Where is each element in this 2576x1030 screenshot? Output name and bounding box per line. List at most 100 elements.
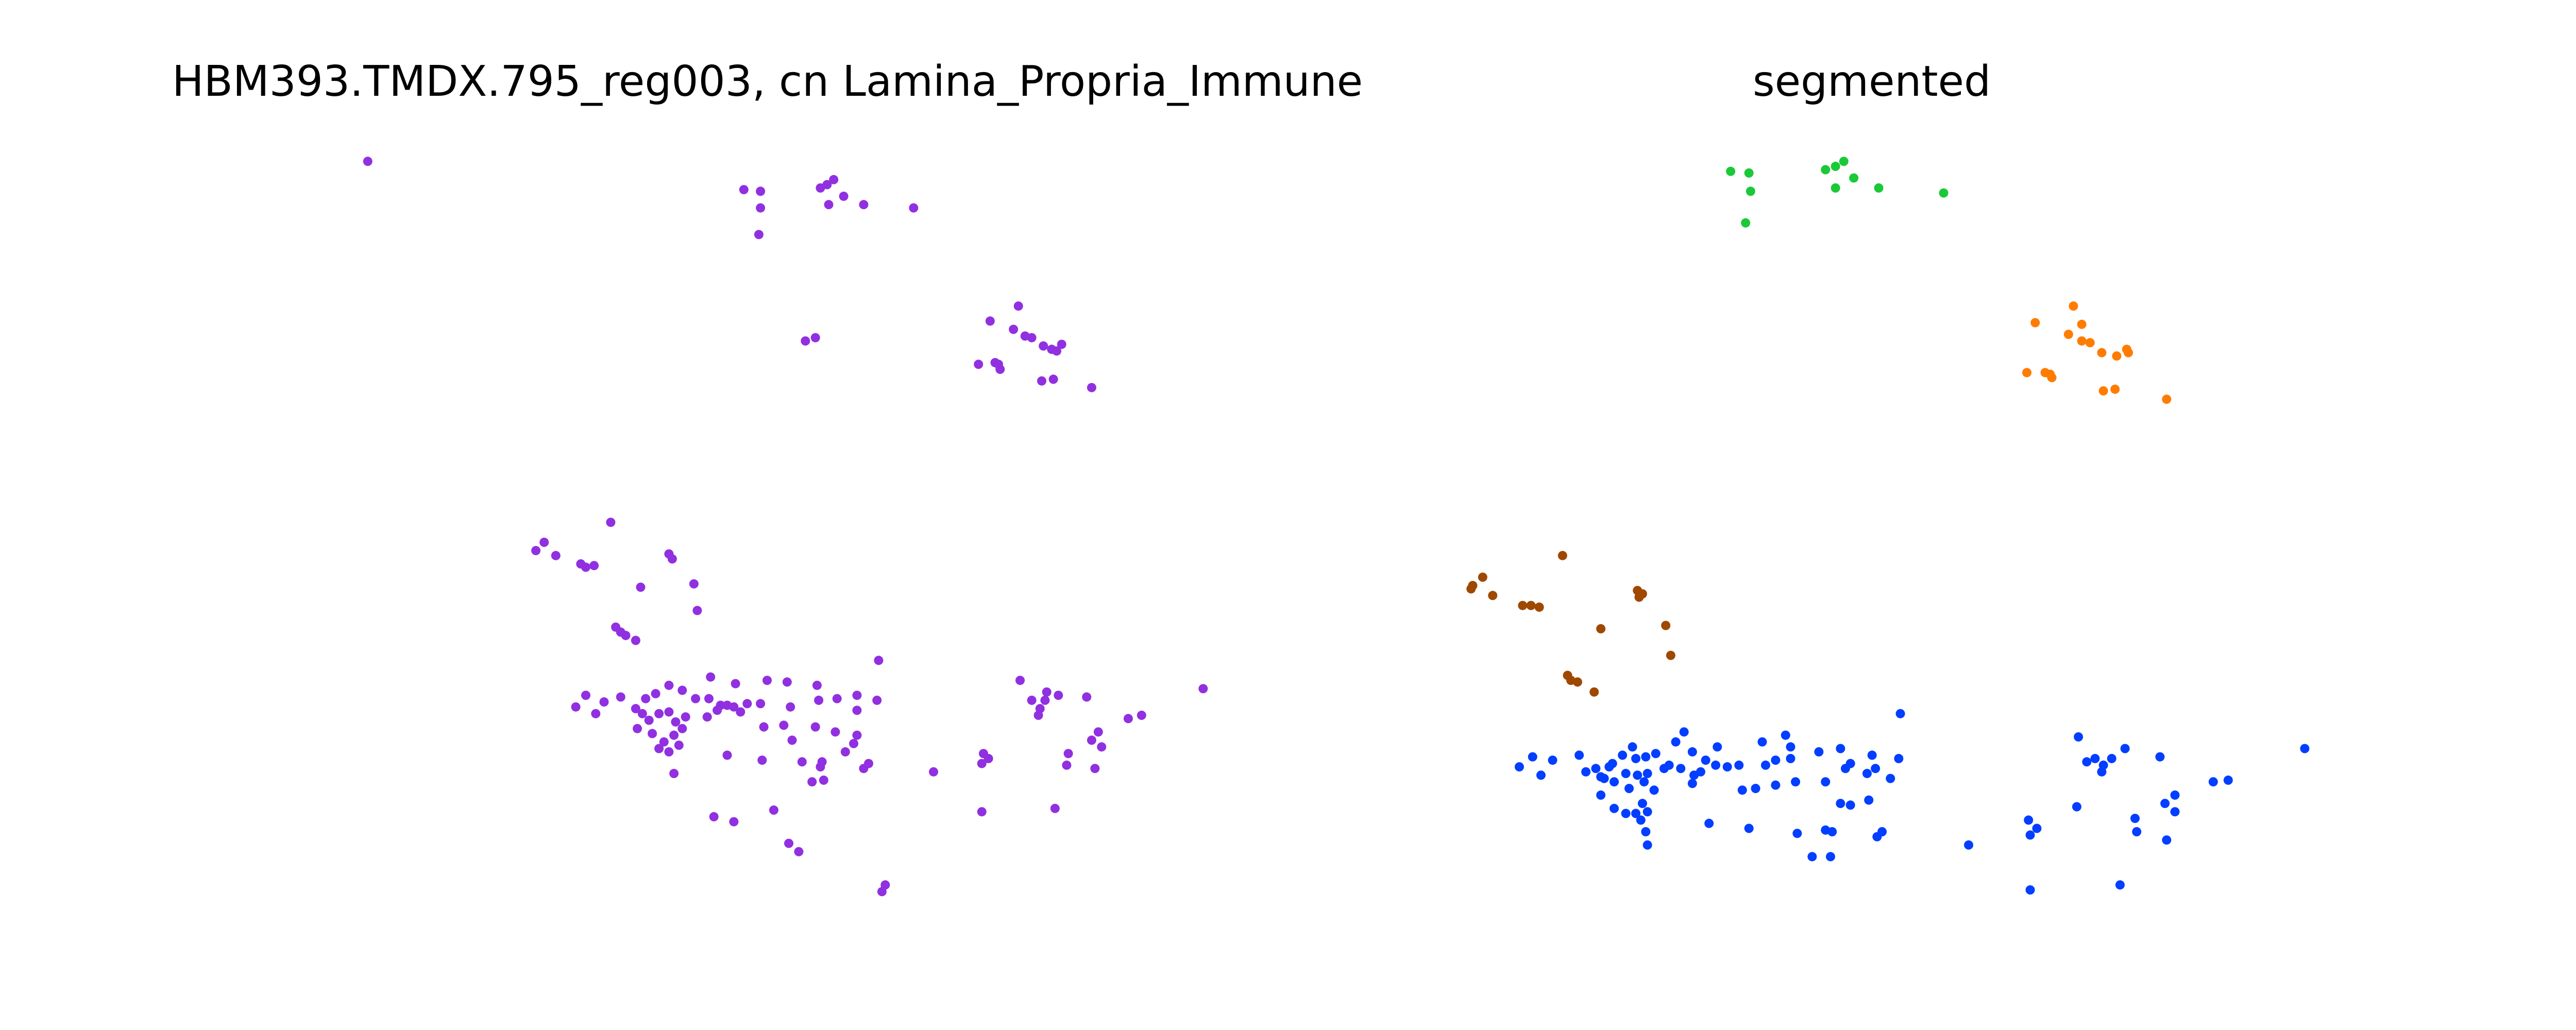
scatter-point [1027, 333, 1037, 342]
scatter-point [759, 722, 769, 732]
scatter-point [1015, 676, 1025, 685]
scatter-point [977, 807, 987, 817]
scatter-point [1886, 774, 1895, 783]
scatter-point [874, 656, 884, 665]
scatter-point [2077, 336, 2087, 346]
scatter-point [794, 847, 804, 856]
scatter-point [659, 737, 669, 747]
scatter-point [674, 741, 684, 750]
scatter-point [859, 200, 869, 210]
scatter-point [2082, 757, 2092, 767]
scatter-point [801, 336, 810, 346]
scatter-point [1867, 750, 1877, 760]
scatter-point [1488, 591, 1498, 600]
scatter-point [1849, 173, 1859, 183]
scatter-point [2155, 752, 2165, 762]
scatter-point [651, 689, 660, 698]
scatter-point [1123, 714, 1133, 724]
scatter-point [812, 680, 822, 690]
scatter-point [1666, 650, 1675, 660]
scatter-point [637, 709, 647, 718]
scatter-point [872, 695, 882, 705]
scatter-point [784, 838, 793, 848]
scatter-point [1845, 800, 1855, 810]
scatter-point [1087, 735, 1096, 745]
scatter-point [877, 887, 887, 897]
scatter-point [722, 750, 732, 760]
scatter-point [589, 561, 599, 571]
left-scatter-points [363, 157, 1208, 897]
scatter-point [2069, 301, 2078, 311]
scatter-point [1734, 760, 1744, 770]
scatter-point [551, 551, 561, 560]
scatter-point [1039, 341, 1048, 351]
scatter-point [581, 562, 590, 572]
scatter-point [736, 707, 745, 717]
scatter-point [591, 709, 601, 718]
scatter-point [810, 722, 820, 732]
scatter-point [839, 192, 849, 201]
scatter-point [1009, 324, 1019, 334]
scatter-point [2098, 386, 2108, 396]
scatter-point [1659, 764, 1669, 774]
scatter-point [1877, 827, 1887, 836]
scatter-point [706, 672, 716, 682]
scatter-point [819, 775, 828, 785]
scatter-point [769, 805, 778, 815]
scatter-point [1807, 852, 1817, 862]
scatter-point [1518, 600, 1528, 610]
scatter-point [1689, 770, 1699, 780]
scatter-point [1839, 157, 1849, 166]
scatter-point [1745, 186, 1755, 196]
scatter-point [616, 692, 625, 702]
scatter-point [787, 735, 797, 745]
scatter-point [1063, 749, 1073, 759]
scatter-point [2162, 835, 2172, 845]
scatter-point [1781, 730, 1790, 740]
scatter-point [1548, 756, 1557, 765]
scatter-point [1526, 600, 1536, 610]
scatter-point [1596, 624, 1606, 633]
scatter-point [581, 691, 590, 700]
scatter-point [1757, 737, 1767, 747]
scatter-point [1831, 183, 1840, 193]
scatter-point [641, 694, 651, 703]
scatter-point [2110, 384, 2120, 394]
scatter-point [731, 679, 740, 689]
scatter-point [1671, 737, 1681, 747]
scatter-point [1827, 827, 1837, 836]
scatter-point [1057, 339, 1066, 349]
scatter-point [1636, 815, 1646, 825]
scatter-point [2025, 830, 2035, 840]
scatter-point [631, 636, 640, 645]
scatter-point [654, 709, 664, 718]
scatter-point [1874, 183, 1884, 193]
scatter-point [1649, 785, 1659, 795]
scatter-point [1642, 840, 1652, 850]
scatter-point [667, 554, 677, 564]
scatter-point [2112, 351, 2122, 361]
scatter-point [2115, 880, 2125, 890]
scatter-point [1591, 764, 1601, 774]
scatter-point [2130, 814, 2140, 823]
scatter-point [1661, 621, 1671, 630]
scatter-point [2120, 744, 2130, 753]
scatter-point [1737, 785, 1747, 795]
scatter-point [1609, 803, 1619, 813]
scatter-point [1871, 764, 1880, 774]
scatter-point [1676, 764, 1686, 774]
scatter-point [1027, 695, 1037, 705]
scatter-point [1515, 762, 1524, 771]
scatter-point [1478, 572, 1487, 582]
scatter-point [1050, 803, 1060, 813]
scatter-point [1711, 760, 1721, 770]
scatter-point [1618, 750, 1628, 760]
scatter-point [829, 175, 839, 184]
scatter-point [1836, 799, 1845, 809]
scatter-point [1786, 753, 1795, 763]
scatter-point [2085, 338, 2095, 348]
scatter-point [2032, 823, 2042, 833]
scatter-point [1641, 827, 1651, 836]
scatter-point [977, 759, 987, 768]
